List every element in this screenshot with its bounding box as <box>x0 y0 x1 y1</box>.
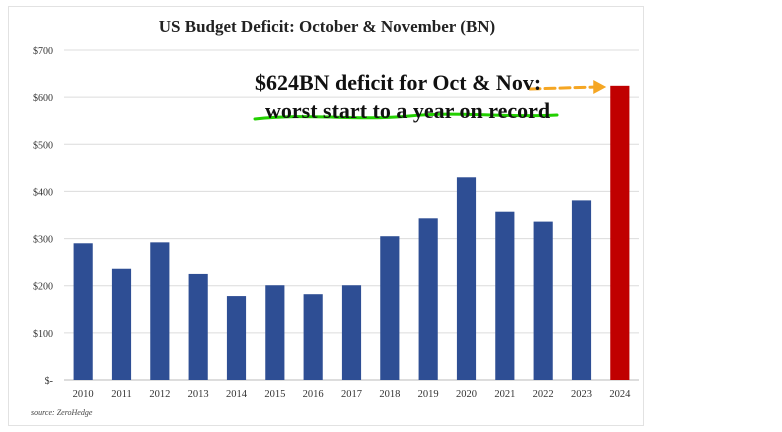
bar-2022 <box>533 221 553 380</box>
bar-2012 <box>150 242 170 380</box>
y-tick-label: $- <box>45 376 53 387</box>
bar-2017 <box>341 285 362 380</box>
bar-2011 <box>111 268 132 380</box>
bar-2020 <box>456 177 477 380</box>
bar-2014 <box>226 296 247 380</box>
bar-2018 <box>380 236 400 380</box>
arrow-head <box>593 80 607 94</box>
bar-2023 <box>571 200 592 380</box>
highlight-underline <box>253 112 559 121</box>
x-tick-label: 2020 <box>456 389 477 400</box>
bar-chart: $- $100 $200 $300 $400 $500 $600 $700 2010 2011 2… <box>33 46 639 400</box>
bar-2019 <box>418 218 438 380</box>
bar-2016 <box>303 294 323 380</box>
x-tick-label: 2014 <box>226 389 248 400</box>
source-note: source: ZeroHedge <box>31 408 93 417</box>
chart-frame: US Budget Deficit: October & November (B… <box>8 6 644 426</box>
bar-2010 <box>73 243 93 380</box>
y-tick-label: $400 <box>33 187 53 198</box>
x-tick-label: 2018 <box>379 389 400 400</box>
y-tick-label: $100 <box>33 329 53 340</box>
y-tick-label: $500 <box>33 140 53 151</box>
x-tick-label: 2023 <box>571 389 592 400</box>
x-tick-label: 2011 <box>111 389 132 400</box>
annotation-line-2: worst start to a year on record <box>265 98 551 123</box>
y-tick-label: $200 <box>33 282 53 293</box>
x-tick-label: 2021 <box>494 389 515 400</box>
x-tick-label: 2022 <box>533 389 554 400</box>
annotation-line-1: $624BN deficit for Oct & Nov: <box>255 70 542 95</box>
bar-2024 <box>610 85 630 380</box>
bar-2015 <box>265 285 285 380</box>
annotation: $624BN deficit for Oct & Nov: worst star… <box>255 69 575 125</box>
x-tick-label: 2024 <box>609 389 631 400</box>
bar-2021 <box>495 211 515 380</box>
x-tick-label: 2012 <box>149 389 170 400</box>
x-tick-label: 2019 <box>418 389 439 400</box>
x-tick-label: 2013 <box>188 389 209 400</box>
x-tick-label: 2015 <box>264 389 285 400</box>
y-tick-label: $600 <box>33 93 53 104</box>
x-tick-label: 2010 <box>73 389 94 400</box>
y-tick-label: $700 <box>33 46 53 57</box>
x-tick-label: 2016 <box>303 389 324 400</box>
arrow-shaft <box>528 85 598 91</box>
y-tick-label: $300 <box>33 235 53 246</box>
bar-2013 <box>188 273 208 380</box>
x-tick-label: 2017 <box>341 389 362 400</box>
chart-title: US Budget Deficit: October & November (B… <box>158 17 496 36</box>
